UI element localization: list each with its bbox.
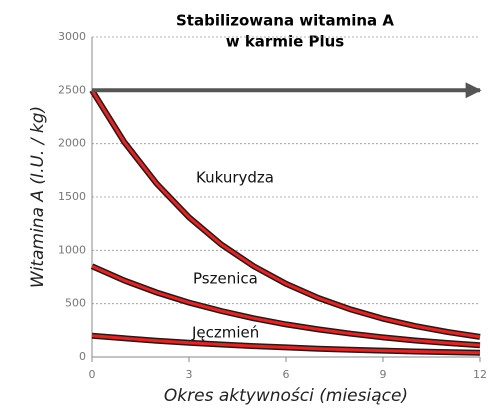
chart-title: w karmie Plus: [226, 33, 345, 51]
line: [91, 264, 481, 347]
y-tick-label: 1500: [58, 190, 86, 203]
line-outline: [89, 88, 481, 340]
y-tick-label: 3000: [58, 30, 86, 43]
x-tick-label: 6: [283, 368, 290, 381]
chart-title: Stabilizowana witamina A: [176, 12, 394, 30]
x-tick-label: 3: [186, 368, 193, 381]
y-tick-label: 2000: [58, 137, 86, 150]
series-label: Pszenica: [193, 270, 258, 288]
line-outline: [90, 263, 481, 349]
series-label: Jęczmień: [191, 324, 259, 342]
x-tick-label: 0: [89, 368, 96, 381]
line: [90, 89, 481, 339]
line: [91, 334, 481, 355]
x-tick-label: 9: [380, 368, 387, 381]
y-tick-label: 2500: [58, 83, 86, 96]
x-axis-label: Okres aktywności (miesiące): [164, 386, 408, 406]
y-tick-label: 0: [79, 350, 86, 363]
y-axis-label: Witamina A (I.U. / kg): [28, 106, 48, 288]
y-tick-label: 500: [65, 297, 86, 310]
series-label: Kukurydza: [196, 169, 274, 187]
y-tick-label: 1000: [58, 243, 86, 256]
x-tick-label: 12: [473, 368, 487, 381]
